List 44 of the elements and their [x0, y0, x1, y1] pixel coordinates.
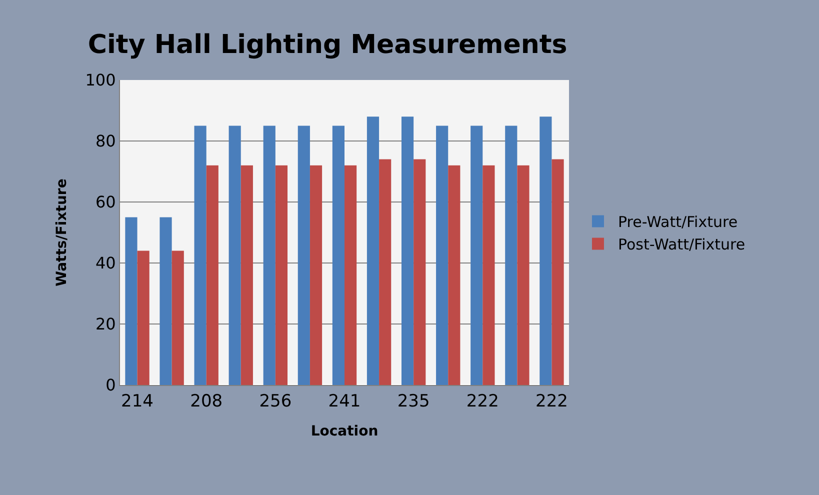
x-tick-label: 208 — [190, 391, 223, 412]
bar — [298, 126, 310, 385]
bar — [240, 165, 253, 385]
bar — [436, 126, 448, 385]
bar — [482, 165, 495, 385]
bar — [263, 126, 276, 385]
bar — [401, 116, 414, 385]
bar — [540, 116, 552, 385]
y-tick-label: 100 — [85, 70, 116, 90]
y-tick-label: 80 — [95, 132, 116, 151]
legend-label: Pre-Watt/Fixture — [618, 213, 738, 232]
bar — [448, 165, 460, 385]
bar — [310, 165, 322, 385]
y-tick-label: 60 — [95, 192, 116, 212]
y-tick-label: 40 — [95, 254, 116, 273]
y-tick-label: 0 — [106, 376, 116, 395]
bar — [332, 126, 344, 385]
bar — [379, 159, 392, 385]
chart-title: City Hall Lighting Measurements — [88, 30, 568, 60]
x-tick-label: 214 — [121, 391, 154, 412]
bar — [505, 126, 518, 385]
bar — [470, 126, 483, 385]
legend-label: Post-Watt/Fixture — [618, 236, 746, 254]
bar — [366, 116, 380, 385]
bar — [172, 250, 184, 385]
x-axis-title: Location — [310, 424, 378, 440]
x-tick-label: 235 — [397, 391, 430, 412]
bar — [414, 159, 426, 385]
y-axis-title: Watts/Fixture — [54, 178, 70, 286]
bar — [194, 126, 206, 385]
bar — [517, 165, 530, 385]
x-tick-label: 222 — [536, 391, 568, 412]
x-tick-label: 256 — [259, 391, 292, 412]
x-tick-label: 241 — [328, 391, 361, 412]
bar — [552, 159, 564, 385]
bar — [160, 217, 172, 385]
bar — [125, 217, 138, 385]
bar — [206, 165, 218, 385]
bar — [228, 126, 241, 385]
bar — [137, 250, 150, 385]
x-tick-label: 222 — [466, 391, 499, 412]
y-tick-label: 20 — [95, 314, 116, 334]
bar — [275, 165, 288, 385]
bar — [344, 165, 357, 385]
